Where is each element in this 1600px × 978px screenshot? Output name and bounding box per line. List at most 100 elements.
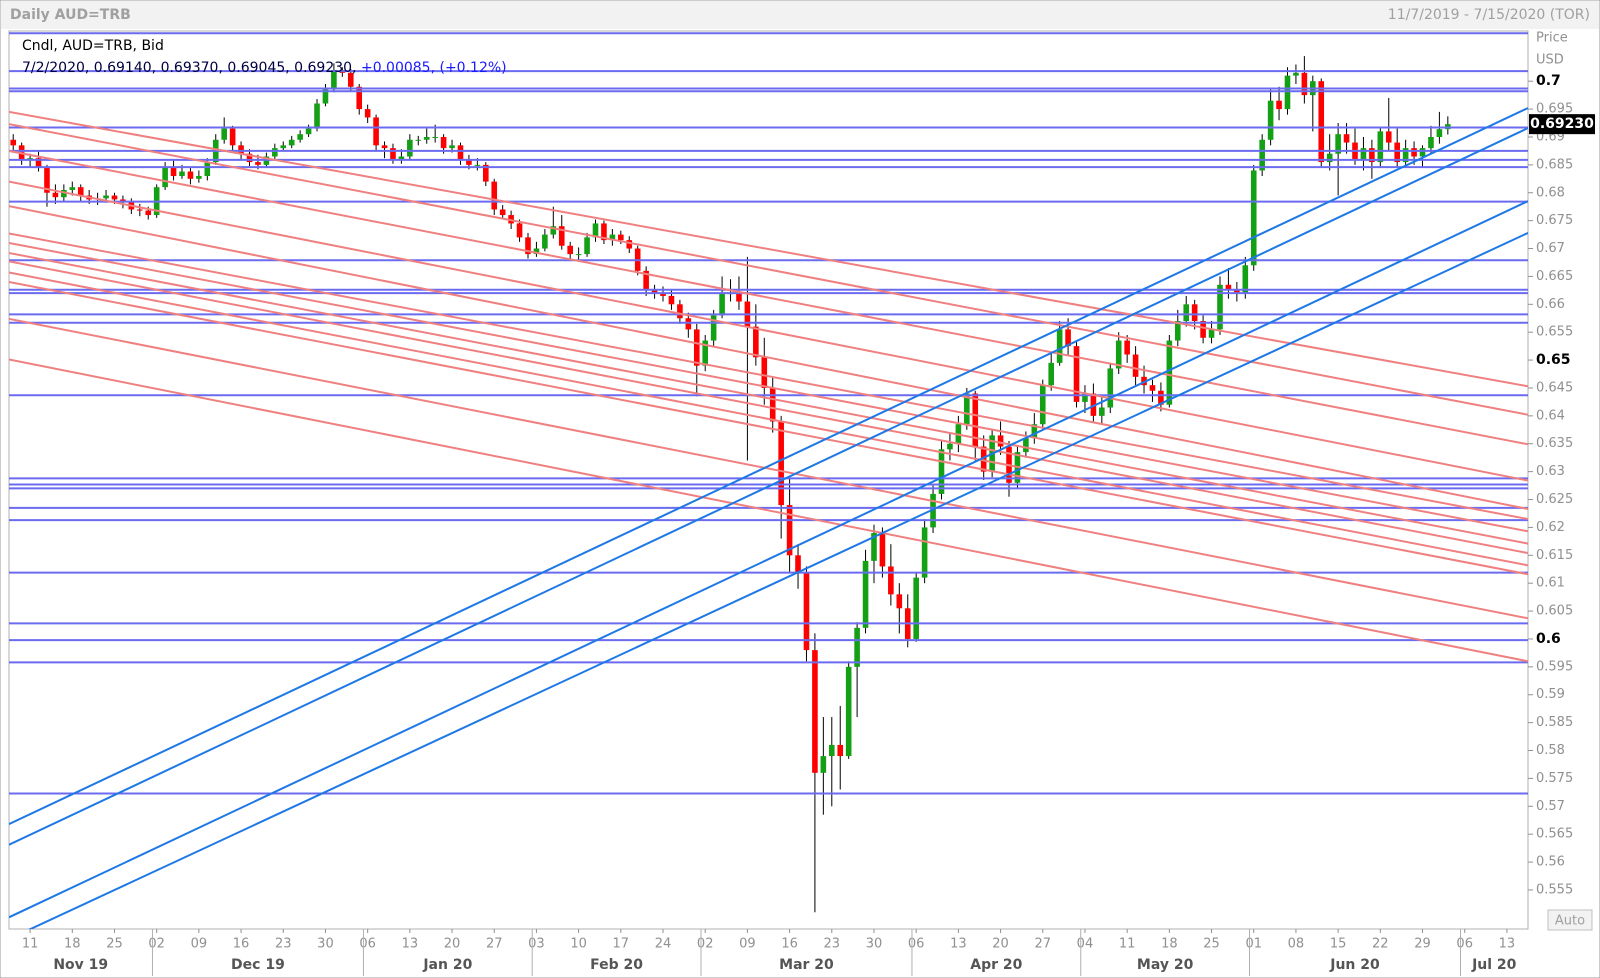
header-title: Daily AUD=TRB bbox=[10, 7, 131, 23]
candle-body bbox=[575, 254, 582, 256]
x-group-label: Mar 20 bbox=[779, 957, 834, 973]
candle-body bbox=[710, 315, 717, 341]
candle-body bbox=[584, 237, 590, 255]
y-tick-label: 0.59 bbox=[1536, 687, 1565, 702]
candle-body bbox=[187, 171, 194, 179]
candle-body bbox=[1099, 407, 1105, 416]
y-tick-label: 0.67 bbox=[1536, 241, 1565, 256]
x-tick-label: 27 bbox=[486, 937, 503, 952]
candle-body bbox=[44, 167, 50, 193]
scale-mode[interactable]: Auto bbox=[1555, 914, 1585, 929]
candle-body bbox=[812, 650, 818, 773]
candle-body bbox=[120, 199, 126, 202]
candle-body bbox=[938, 449, 945, 494]
candle-body bbox=[947, 443, 953, 450]
candle-body bbox=[1411, 148, 1417, 157]
candle-body bbox=[685, 318, 692, 330]
x-tick-label: 16 bbox=[781, 937, 798, 952]
candle-body bbox=[1225, 284, 1232, 291]
candle-body bbox=[1318, 81, 1325, 163]
trend-line bbox=[9, 123, 1528, 416]
candle-body bbox=[837, 744, 844, 757]
candle-body bbox=[1031, 424, 1038, 439]
candle-body bbox=[1284, 75, 1291, 110]
candle-body bbox=[482, 164, 489, 182]
x-tick-label: 15 bbox=[1330, 937, 1347, 952]
candle-body bbox=[997, 435, 1004, 447]
candle-body bbox=[786, 505, 793, 556]
candle-body bbox=[423, 136, 430, 140]
x-tick-label: 29 bbox=[1414, 937, 1431, 952]
candle-body bbox=[196, 176, 202, 179]
x-tick-label: 18 bbox=[64, 937, 81, 952]
candle-body bbox=[179, 171, 185, 177]
y-tick-label: 0.64 bbox=[1536, 408, 1565, 423]
candle-body bbox=[381, 145, 388, 149]
y-tick-label: 0.645 bbox=[1536, 380, 1573, 395]
candle-body bbox=[871, 532, 877, 561]
candle-body bbox=[769, 387, 776, 422]
candle-body bbox=[1174, 321, 1181, 341]
candle-body bbox=[533, 248, 540, 255]
x-tick-label: 06 bbox=[908, 937, 925, 952]
candle-body bbox=[61, 189, 67, 198]
x-group-label: Jul 20 bbox=[1471, 957, 1517, 973]
candle-body bbox=[862, 560, 869, 628]
candle-body bbox=[921, 527, 928, 578]
candle-body bbox=[1200, 321, 1206, 338]
x-axis-panel bbox=[1, 930, 1599, 977]
candle-body bbox=[854, 627, 860, 667]
y-tick-label: 0.655 bbox=[1536, 325, 1573, 340]
candle-body bbox=[305, 128, 312, 135]
y-tick-label: 0.68 bbox=[1536, 185, 1565, 200]
candle-body bbox=[474, 164, 481, 166]
candle-body bbox=[677, 304, 683, 319]
candle-body bbox=[103, 195, 109, 199]
candle-body bbox=[1293, 72, 1299, 76]
trend-line bbox=[9, 252, 1528, 545]
x-tick-label: 13 bbox=[950, 937, 967, 952]
x-tick-label: 23 bbox=[275, 937, 292, 952]
header-bar bbox=[1, 1, 1599, 29]
candle-body bbox=[558, 226, 565, 246]
candle-body bbox=[398, 156, 405, 160]
x-group-label: May 20 bbox=[1137, 957, 1194, 973]
x-tick-label: 10 bbox=[570, 937, 587, 952]
candle-body bbox=[1166, 340, 1173, 405]
candle-body bbox=[1082, 393, 1088, 402]
trend-line bbox=[9, 260, 1528, 555]
candle-body bbox=[145, 210, 152, 216]
candle-body bbox=[10, 139, 17, 146]
candle-body bbox=[297, 134, 303, 140]
candle-body bbox=[1369, 148, 1375, 163]
trend-line bbox=[9, 200, 1528, 919]
candle-body bbox=[820, 756, 827, 773]
y-tick-label: 0.57 bbox=[1536, 799, 1565, 814]
x-tick-label: 09 bbox=[191, 937, 208, 952]
x-tick-label: 09 bbox=[739, 937, 756, 952]
trend-line bbox=[9, 281, 1528, 576]
candle-body bbox=[1158, 390, 1164, 405]
x-tick-label: 20 bbox=[444, 937, 461, 952]
candle-body bbox=[1402, 148, 1409, 163]
y-tick-label: 0.635 bbox=[1536, 436, 1573, 451]
candle-body bbox=[390, 148, 396, 160]
candle-body bbox=[651, 290, 658, 294]
y-tick-label: 0.58 bbox=[1536, 743, 1565, 758]
candle-body bbox=[1039, 385, 1046, 425]
candle-body bbox=[626, 240, 633, 249]
x-tick-label: 30 bbox=[866, 937, 883, 952]
axes: 0.555 0.56 0.565 0.57 0.575 0.58 0.585 0.59 0.59… bbox=[1, 31, 1599, 977]
candle-body bbox=[77, 187, 84, 196]
candle-body bbox=[221, 128, 227, 140]
y-tick-label: 0.62 bbox=[1536, 520, 1565, 535]
candle-body bbox=[1048, 362, 1055, 386]
candle-body bbox=[440, 136, 447, 149]
x-tick-label: 22 bbox=[1372, 937, 1389, 952]
y-tick-label: 0.695 bbox=[1536, 102, 1573, 117]
candle-body bbox=[272, 148, 278, 157]
x-tick-label: 03 bbox=[528, 937, 545, 952]
scale-mode-button[interactable] bbox=[1547, 909, 1593, 931]
candle-body bbox=[643, 270, 649, 291]
